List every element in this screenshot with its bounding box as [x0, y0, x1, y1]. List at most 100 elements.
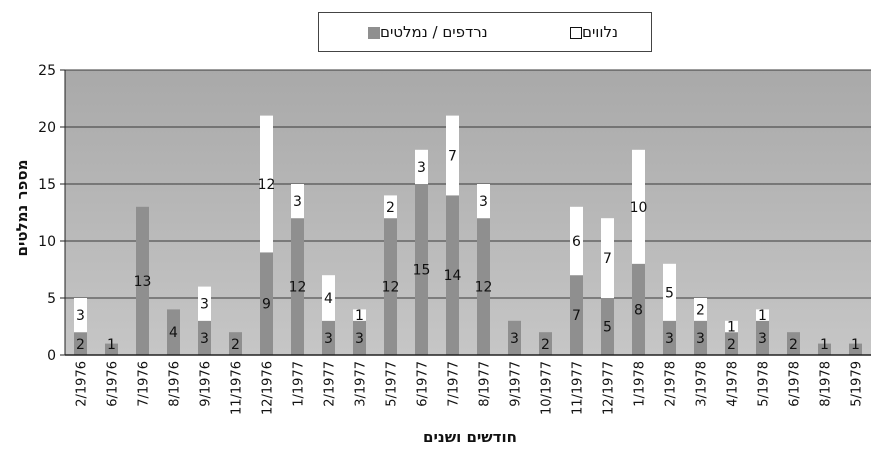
bar-pursued-0 — [74, 332, 87, 355]
bar-pursued-1 — [105, 343, 118, 355]
bar-companions-10 — [384, 195, 397, 219]
bar-companions-22 — [756, 309, 769, 321]
data-label-pursued-16: 7 — [572, 308, 581, 324]
x-tick-label-16: 11/1977 — [571, 361, 586, 415]
bar-companions-13 — [477, 184, 490, 219]
bar-companions-7 — [291, 184, 304, 219]
x-tick-label-10: 5/1977 — [385, 361, 400, 407]
bar-pursued-23 — [787, 332, 800, 355]
legend: נרדפים / נמלטים נלווים — [318, 12, 652, 52]
x-tick-label-11: 6/1977 — [416, 361, 431, 407]
bar-pursued-16 — [570, 275, 583, 355]
bar-pursued-18 — [632, 263, 645, 355]
bar-companions-20 — [694, 298, 707, 321]
y-tick-label-20: 20 — [38, 120, 56, 136]
data-label-pursued-14: 3 — [510, 331, 519, 347]
data-label-companions-18: 10 — [630, 200, 648, 216]
bar-pursued-6 — [260, 252, 273, 355]
data-label-pursued-7: 12 — [289, 280, 307, 296]
bar-pursued-8 — [322, 320, 335, 355]
bar-companions-12 — [446, 115, 459, 196]
data-label-pursued-13: 12 — [475, 280, 493, 296]
bar-companions-21 — [725, 320, 738, 333]
y-tick-label-25: 25 — [38, 63, 56, 79]
bar-pursued-20 — [694, 320, 707, 355]
bar-companions-17 — [601, 218, 614, 298]
axes — [60, 69, 871, 356]
bar-pursued-9 — [353, 320, 366, 355]
data-label-companions-12: 7 — [448, 149, 457, 165]
plot-area — [65, 70, 871, 355]
data-label-pursued-24: 1 — [820, 337, 829, 353]
data-label-pursued-3: 4 — [169, 325, 178, 341]
bar-pursued-3 — [167, 309, 180, 355]
x-tick-label-7: 1/1977 — [292, 361, 307, 407]
data-label-companions-4: 3 — [200, 297, 209, 313]
x-tick-label-8: 2/1977 — [323, 361, 338, 407]
bar-companions-18 — [632, 149, 645, 264]
x-tick-label-17: 12/1977 — [602, 361, 617, 415]
y-tick-label-10: 10 — [38, 234, 56, 250]
bar-pursued-22 — [756, 320, 769, 355]
x-tick-label-24: 8/1978 — [819, 361, 834, 407]
x-tick-label-18: 1/1978 — [633, 361, 648, 407]
x-axis-label: חודשים ושנים — [423, 428, 517, 446]
data-label-pursued-6: 9 — [262, 297, 271, 313]
data-label-pursued-19: 3 — [665, 331, 674, 347]
y-tick-label-5: 5 — [47, 291, 56, 307]
bar-companions-9 — [353, 309, 366, 321]
data-label-pursued-4: 3 — [200, 331, 209, 347]
data-label-companions-0: 3 — [76, 308, 85, 324]
bar-pursued-19 — [663, 320, 676, 355]
bar-pursued-24 — [818, 343, 831, 355]
data-label-pursued-1: 1 — [107, 337, 116, 353]
data-label-companions-9: 1 — [355, 308, 364, 324]
legend-item-companions: נלווים — [565, 23, 618, 41]
x-tick-label-12: 7/1977 — [447, 361, 462, 407]
data-label-companions-22: 1 — [758, 308, 767, 324]
x-tick-label-14: 9/1977 — [509, 361, 524, 407]
data-label-companions-13: 3 — [479, 194, 488, 210]
bar-companions-4 — [198, 286, 211, 321]
bar-pursued-21 — [725, 332, 738, 355]
data-label-pursued-20: 3 — [696, 331, 705, 347]
bar-pursued-14 — [508, 320, 521, 355]
x-tick-label-25: 5/1979 — [850, 361, 865, 407]
x-tick-label-15: 10/1977 — [540, 361, 555, 415]
x-tick-label-21: 4/1978 — [726, 361, 741, 407]
legend-label-pursued: נרדפים / נמלטים — [380, 23, 488, 41]
data-label-pursued-15: 2 — [541, 337, 550, 353]
bar-companions-19 — [663, 263, 676, 321]
data-label-companions-19: 5 — [665, 285, 674, 301]
x-tick-label-0: 2/1976 — [75, 361, 90, 407]
data-label-companions-7: 3 — [293, 194, 302, 210]
bar-pursued-2 — [136, 206, 149, 355]
bar-companions-16 — [570, 206, 583, 276]
y-axis-label: מספר נמלטים — [13, 159, 31, 257]
data-label-pursued-21: 2 — [727, 337, 736, 353]
data-label-companions-11: 3 — [417, 160, 426, 176]
data-label-pursued-8: 3 — [324, 331, 333, 347]
legend-swatch-companions — [570, 26, 582, 39]
bar-pursued-11 — [415, 184, 428, 355]
legend-item-pursued: נרדפים / נמלטים — [363, 23, 488, 41]
y-tick-labels: 0 5 10 15 20 25 — [38, 63, 56, 364]
legend-label-companions: נלווים — [582, 23, 619, 41]
bar-pursued-13 — [477, 218, 490, 355]
data-label-pursued-9: 3 — [355, 331, 364, 347]
x-tick-label-22: 5/1978 — [757, 361, 772, 407]
data-label-companions-21: 1 — [727, 320, 736, 336]
y-tick-label-15: 15 — [38, 177, 56, 193]
bar-companions-6 — [260, 115, 273, 253]
bar-pursued-7 — [291, 218, 304, 355]
bar-pursued-12 — [446, 195, 459, 355]
x-tick-label-20: 3/1978 — [695, 361, 710, 407]
x-tick-label-19: 2/1978 — [664, 361, 679, 407]
x-tick-label-9: 3/1977 — [354, 361, 369, 407]
bar-companions-11 — [415, 149, 428, 184]
x-tick-label-23: 6/1978 — [788, 361, 803, 407]
x-tick-label-1: 6/1976 — [106, 361, 121, 407]
data-label-companions-17: 7 — [603, 251, 612, 267]
